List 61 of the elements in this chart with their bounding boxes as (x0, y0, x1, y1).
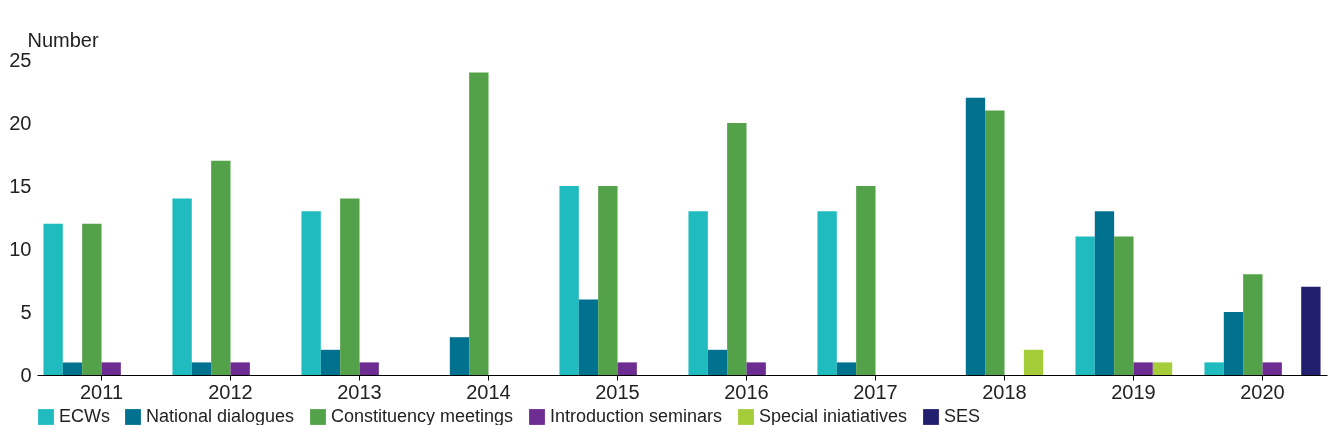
bar (559, 186, 579, 375)
legend-label: SES (944, 406, 981, 425)
bar (301, 211, 321, 375)
x-tick-label: 2013 (337, 380, 382, 403)
y-tick-label: 5 (20, 300, 32, 323)
bar (62, 362, 83, 375)
bar (1152, 362, 1173, 375)
legend-label: Constituency meetings (331, 406, 514, 425)
x-tick-label: 2014 (466, 380, 511, 403)
bar (191, 362, 212, 375)
bar (1094, 211, 1115, 375)
bar (43, 223, 63, 375)
x-tick-label: 2015 (595, 380, 640, 403)
x-tick-label: 2017 (853, 380, 898, 403)
bar (707, 349, 728, 375)
x-tick-label: 2020 (1240, 380, 1285, 403)
bar (727, 123, 747, 375)
legend-label: Introduction seminars (550, 406, 723, 425)
y-axis-title: Number (27, 28, 99, 51)
bar (1075, 236, 1095, 375)
bar (359, 362, 379, 375)
x-tick-label: 2016 (724, 380, 769, 403)
bar (817, 211, 837, 375)
bar (320, 349, 341, 375)
y-tick-label: 20 (9, 111, 32, 134)
bar (469, 72, 489, 375)
bar (340, 198, 360, 375)
bar (1301, 286, 1321, 375)
legend-label: Special iniatiatives (759, 406, 908, 425)
bar (617, 362, 637, 375)
bar (230, 362, 250, 375)
x-tick-label: 2019 (1111, 380, 1156, 403)
x-tick-label: 2011 (79, 380, 124, 403)
y-tick-label: 25 (9, 48, 32, 71)
bar (965, 97, 986, 375)
bar (578, 299, 599, 375)
x-tick-label: 2012 (208, 380, 253, 403)
legend-label: ECWs (59, 406, 110, 425)
bar (449, 337, 470, 375)
bar (1262, 362, 1282, 375)
legend-label: National dialogues (146, 406, 295, 425)
bar (1223, 312, 1244, 375)
bar (1243, 274, 1263, 375)
y-tick-label: 10 (9, 237, 32, 260)
bar (746, 362, 766, 375)
y-tick-label: 15 (9, 174, 32, 197)
bar (985, 110, 1005, 375)
bar (598, 186, 618, 375)
bar (1023, 349, 1044, 375)
bar (688, 211, 708, 375)
bar (172, 198, 192, 375)
bar (82, 223, 102, 375)
y-tick-label: 0 (20, 363, 32, 386)
bar (856, 186, 876, 375)
bar (836, 362, 857, 375)
bar (1114, 236, 1134, 375)
bar (1204, 362, 1224, 375)
x-tick-label: 2018 (982, 380, 1027, 403)
bar (211, 160, 231, 375)
bar (1133, 362, 1153, 375)
bar (101, 362, 121, 375)
